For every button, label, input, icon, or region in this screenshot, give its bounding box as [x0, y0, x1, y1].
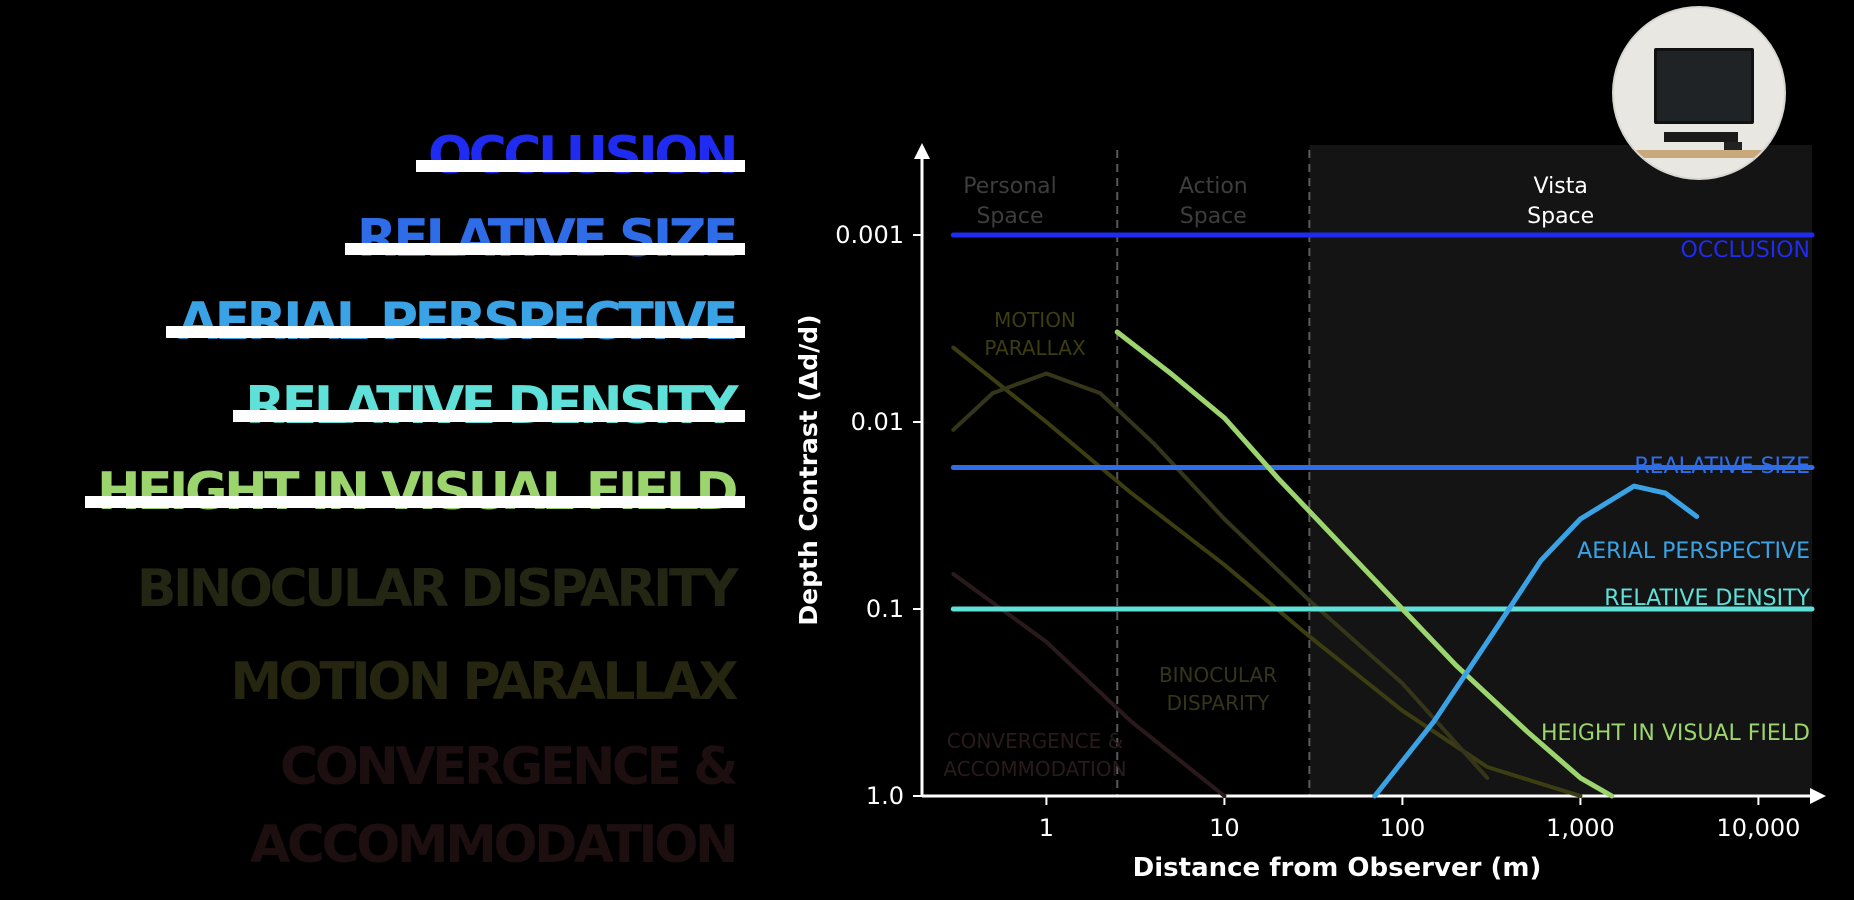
y-axis-arrow: [914, 143, 930, 159]
y-tick-label: 0.1: [866, 595, 904, 623]
y-axis-label: Depth Contrast (Δd/d): [794, 314, 823, 625]
y-tick-label: 1.0: [866, 782, 904, 810]
presenter-thumbnail: [1612, 6, 1786, 180]
cue-label-motion-parallax: MOTION PARALLAX: [230, 652, 738, 712]
series-line-height-in-visual-field: [1114, 329, 1615, 799]
series-label-realative-size: REALATIVE SIZE: [1634, 454, 1810, 479]
cue-label-relative-size: RELATIVE SIZE: [356, 209, 739, 269]
region-label: Action Space: [1179, 174, 1248, 229]
x-axis-arrow: [1810, 788, 1826, 804]
x-tick-label: 1: [1039, 814, 1054, 842]
strikethrough-line: [85, 496, 745, 508]
cue-label-height-in-visual-field: HEIGHT IN VISUAL FIELD: [97, 462, 738, 522]
series-label-aerial-perspective: AERIAL PERSPECTIVE: [1577, 539, 1810, 564]
cue-label-relative-density: RELATIVE DENSITY: [245, 376, 738, 436]
shelf-device: [1724, 142, 1742, 150]
x-tick-label: 10,000: [1716, 814, 1800, 842]
series-label-convergence-accommodation: CONVERGENCE & ACCOMMODATION: [943, 729, 1126, 781]
y-tick-label: 0.01: [851, 408, 904, 436]
depth-cue-list: OCCLUSION RELATIVE SIZE AERIAL PERSPECTIVE…: [0, 0, 760, 900]
strikethrough-line: [233, 410, 745, 422]
y-tick-label: 0.001: [835, 221, 904, 249]
series-label-occlusion: OCCLUSION: [1680, 238, 1810, 263]
strikethrough-line: [344, 243, 745, 255]
x-tick-label: 10: [1209, 814, 1240, 842]
tv-stand: [1664, 132, 1738, 142]
cue-label-occlusion: OCCLUSION: [427, 126, 739, 186]
series-line-motion-parallax: [951, 345, 1583, 798]
tv-icon: [1654, 48, 1754, 124]
region-label: Vista Space: [1527, 174, 1594, 229]
series-line-binocular-disparity: [951, 371, 1490, 780]
cue-label-binocular-disparity: BINOCULAR DISPARITY: [136, 559, 739, 619]
x-axis-label: Distance from Observer (m): [1133, 853, 1542, 883]
series-label-height-in-visual-field: HEIGHT IN VISUAL FIELD: [1541, 721, 1810, 746]
series-label-motion-parallax: MOTION PARALLAX: [984, 308, 1086, 360]
x-tick-label: 1,000: [1546, 814, 1615, 842]
cue-label-convergence: CONVERGENCE &: [279, 737, 739, 797]
region-vista-background: [1309, 145, 1812, 796]
cue-label-aerial-perspective: AERIAL PERSPECTIVE: [177, 292, 739, 352]
series-label-relative-density: RELATIVE DENSITY: [1604, 586, 1810, 611]
shelf: [1632, 150, 1772, 158]
x-tick-label: 100: [1380, 814, 1426, 842]
series-line-aerial-perspective: [1372, 483, 1700, 799]
region-label: Personal Space: [963, 174, 1057, 229]
cue-label-accommodation: ACCOMMODATION: [250, 815, 738, 875]
strikethrough-line: [165, 326, 745, 338]
strikethrough-line: [415, 160, 745, 172]
series-label-binocular-disparity: BINOCULAR DISPARITY: [1159, 663, 1277, 715]
